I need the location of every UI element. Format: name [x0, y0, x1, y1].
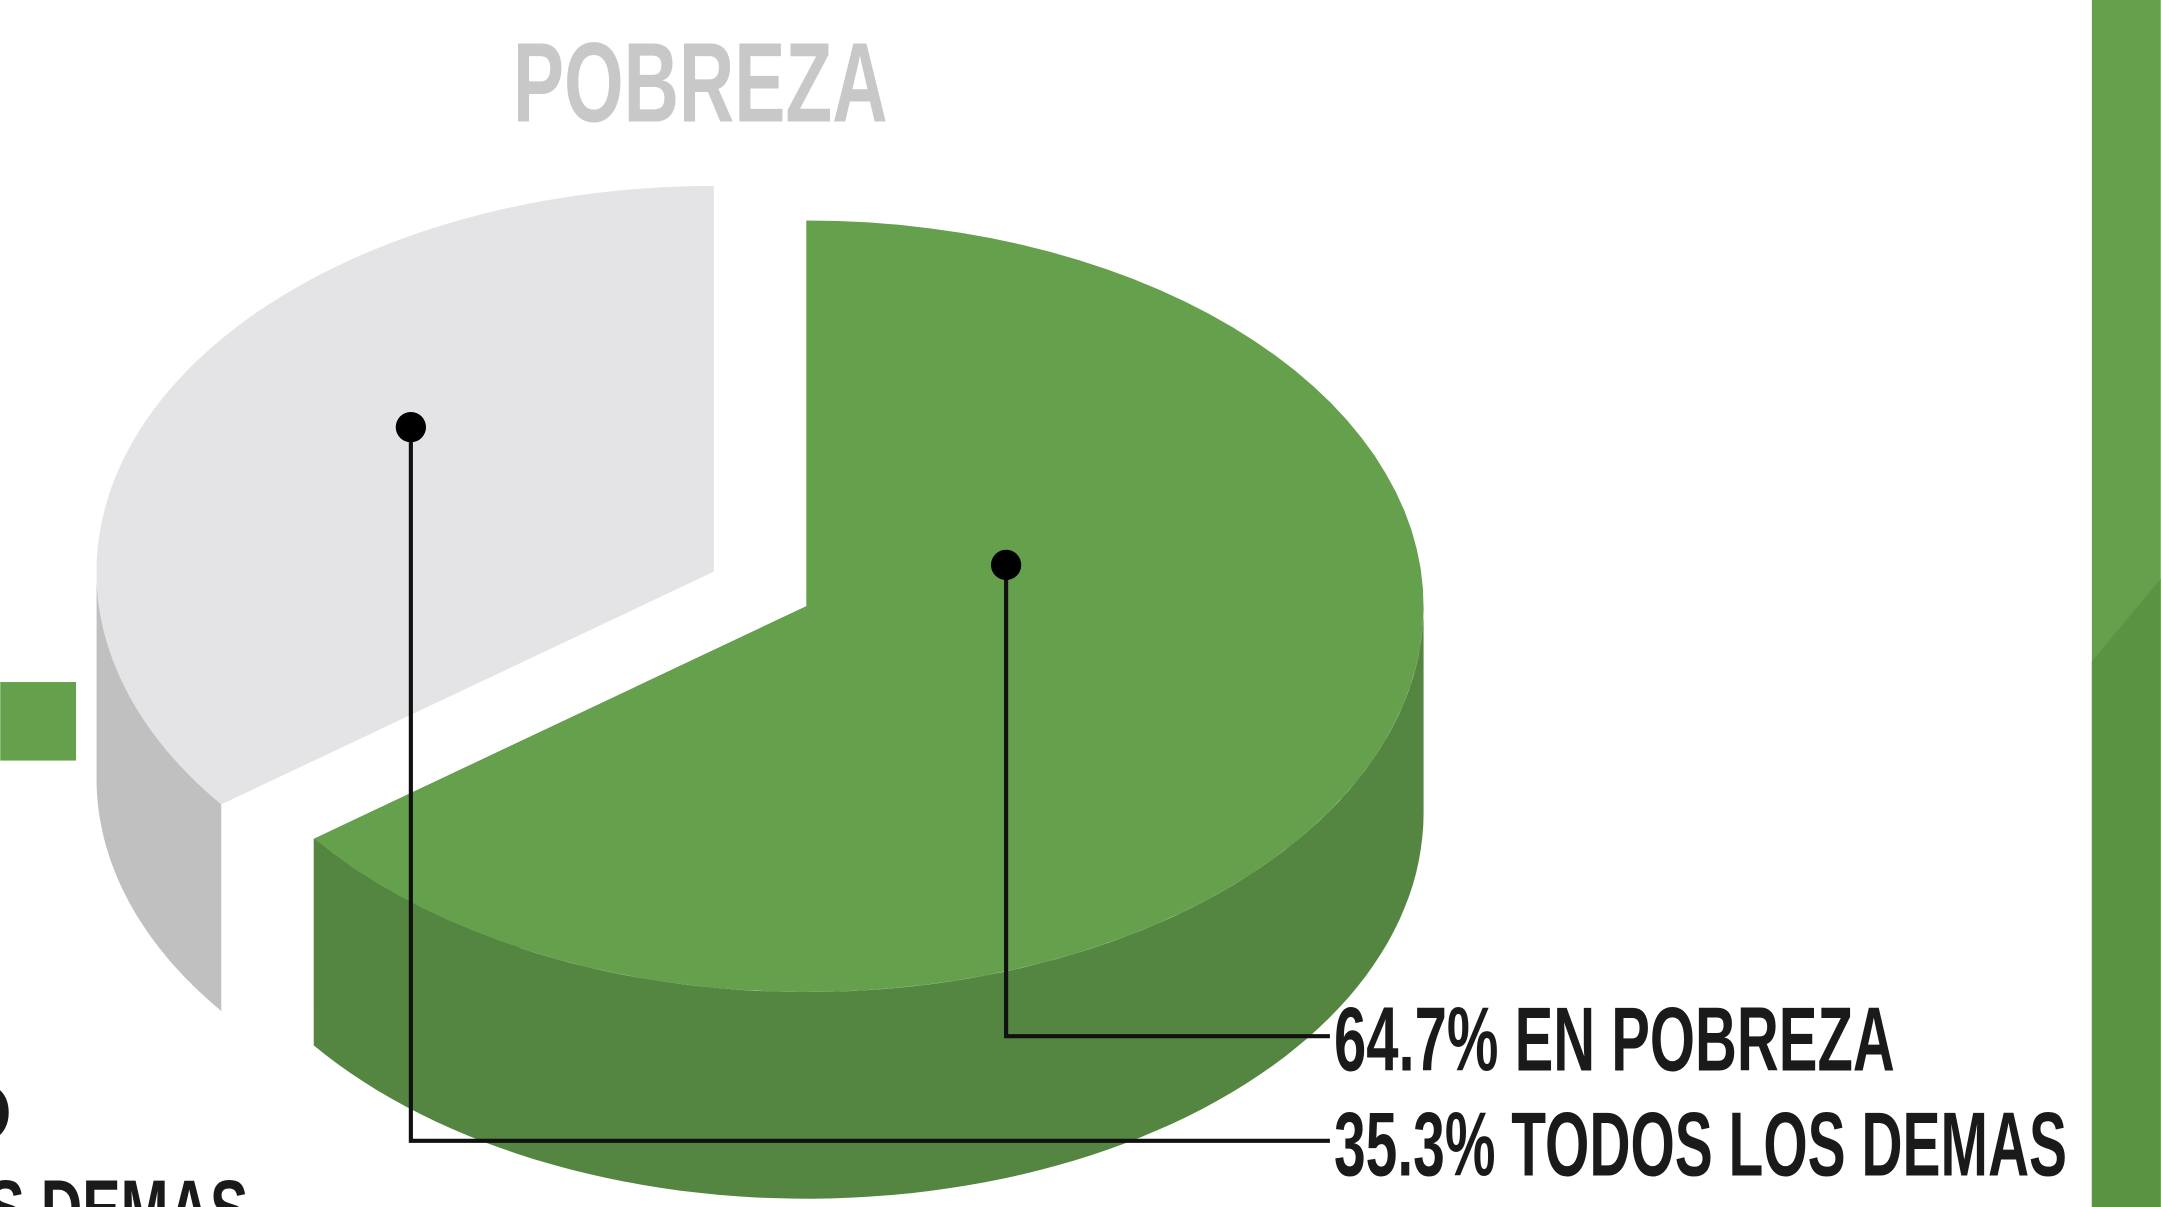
- leader-line: [408, 427, 1330, 1143]
- chart-title: POBREZA: [513, 19, 888, 145]
- slice-top: [313, 220, 1424, 993]
- side-panel-shade: [2091, 578, 2161, 1207]
- side-wall: [96, 571, 222, 1012]
- data-label: 64.7% EN POBREZA: [1334, 990, 1895, 1091]
- category-label: TODOS LOS DEMAS: [1511, 1094, 2067, 1195]
- value-label: 64.7%: [1334, 990, 1498, 1091]
- left-bar: [0, 682, 77, 761]
- data-label: 35.3% TODOS LOS DEMAS: [1334, 1094, 2067, 1195]
- leader-line: [1004, 564, 1330, 1039]
- leader-dot: [395, 411, 427, 443]
- value-label: 35.3%: [1334, 1094, 1495, 1195]
- cropped-label: S DEMAS: [0, 1162, 248, 1207]
- category-label: EN POBREZA: [1515, 990, 1895, 1091]
- side-wall: [313, 606, 1424, 1199]
- cropped-label: O: [0, 1066, 12, 1159]
- slice-top: [96, 185, 714, 805]
- pie: [96, 185, 1424, 1199]
- leader-dot: [990, 549, 1022, 581]
